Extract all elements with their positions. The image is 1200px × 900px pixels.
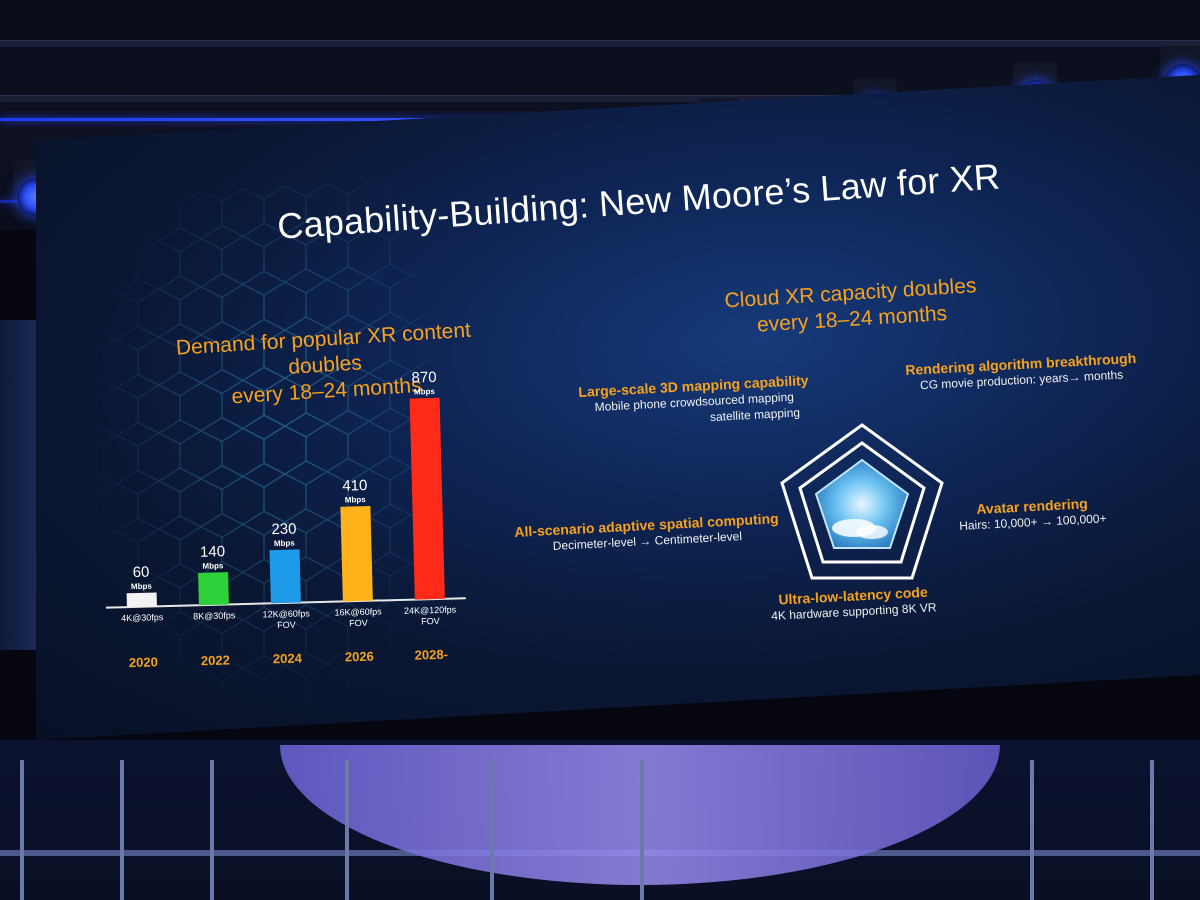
resolution-label: 24K@120fps [404, 604, 457, 615]
stage-rail-post [490, 760, 494, 900]
bar-value-label: 60 [132, 564, 149, 581]
bandwidth-bar-chart: 60Mbps4K@30fps2020140Mbps8K@30fps2022230… [105, 369, 466, 670]
year-label: 2022 [201, 652, 230, 668]
bar-2026 [340, 505, 373, 602]
bar-unit-label: Mbps [345, 495, 367, 505]
year-label: 2026 [345, 649, 374, 665]
truss-beam [0, 95, 1200, 102]
bar-2024 [269, 549, 301, 604]
stage-rail-post [210, 760, 214, 900]
stage-rail-post [1030, 760, 1034, 900]
year-label: 2020 [129, 654, 158, 670]
bar-unit-label: Mbps [274, 539, 296, 549]
bar-unit-label: Mbps [202, 561, 224, 571]
bar-2022 [198, 572, 229, 606]
truss-beam [0, 40, 1200, 47]
stage-rail-post [1150, 760, 1154, 900]
bar-value-label: 870 [411, 370, 436, 386]
side-wall [0, 320, 36, 650]
resolution-label: FOV [277, 620, 296, 630]
resolution-label: 8K@30fps [193, 610, 236, 621]
bar-unit-label: Mbps [131, 582, 153, 592]
resolution-label: 16K@60fps [334, 606, 382, 617]
year-label: 2024 [273, 651, 303, 667]
bar-unit-label: Mbps [414, 387, 436, 397]
bar-2028- [409, 397, 445, 600]
stage-rail-post [20, 760, 24, 900]
pentagon-radar-icon [780, 423, 944, 580]
stage-rail-post [640, 760, 644, 900]
resolution-label: 4K@30fps [121, 612, 164, 623]
bar-value-label: 140 [200, 543, 225, 561]
stage-rail-post [120, 760, 124, 900]
bar-2020 [126, 592, 157, 608]
resolution-label: FOV [349, 618, 368, 628]
bar-value-label: 410 [342, 477, 367, 495]
resolution-label: 12K@60fps [262, 608, 310, 619]
resolution-label: FOV [421, 616, 440, 626]
stage-rail-post [345, 760, 349, 900]
bandwidth-chart: 60 Mbps 4K@30fps 2020 140 Mbps 8K@30fps 2022 230… [90, 369, 478, 700]
bar-value-label: 230 [271, 520, 296, 538]
year-label: 2028- [414, 647, 448, 663]
